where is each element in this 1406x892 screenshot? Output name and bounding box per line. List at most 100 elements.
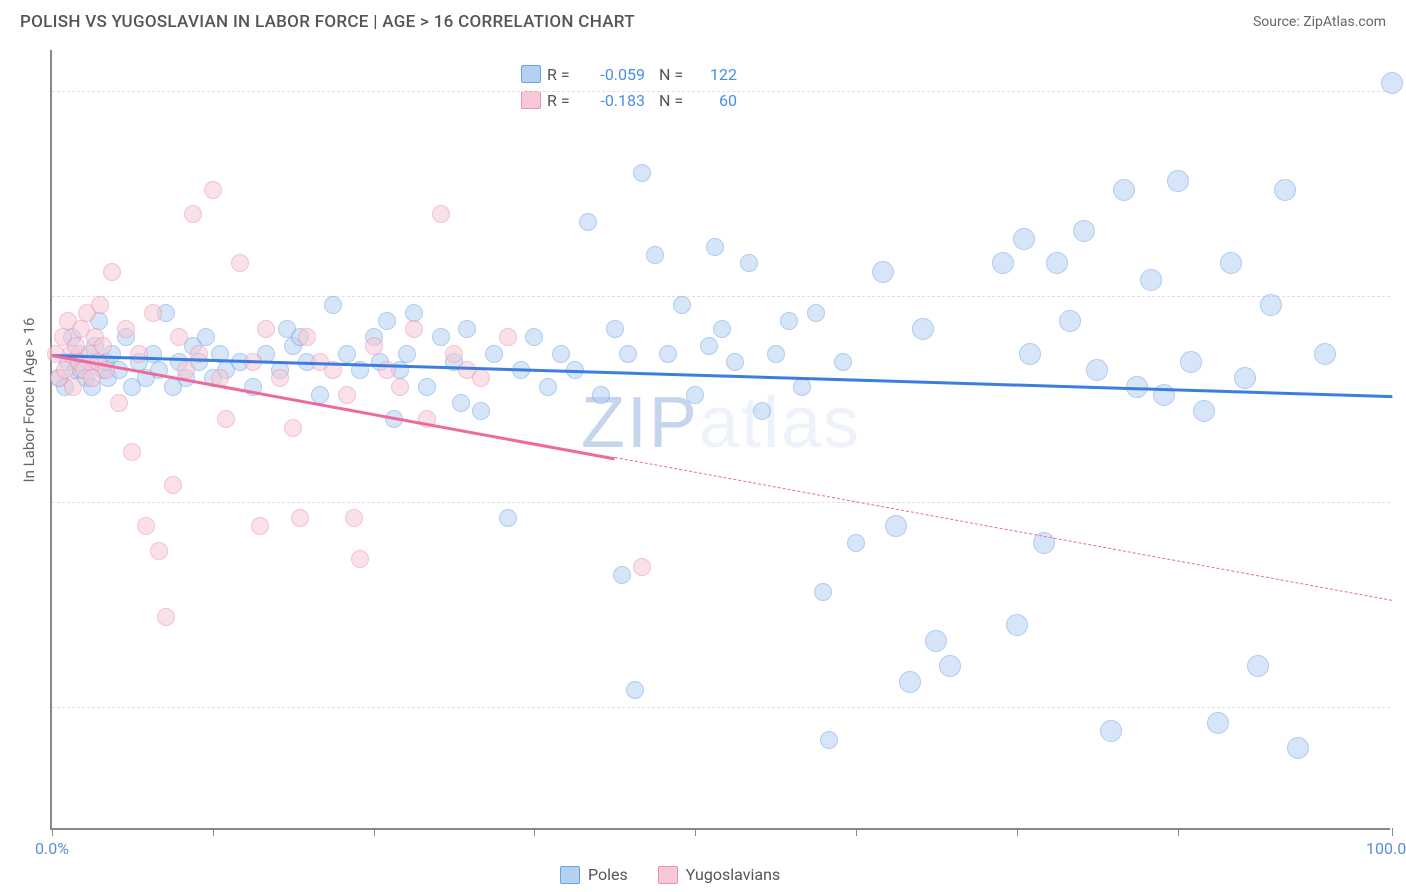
scatter-point [706,238,724,256]
scatter-point [137,517,155,535]
scatter-point [619,345,637,363]
scatter-point [1100,720,1122,742]
scatter-point [338,345,356,363]
scatter-point [231,254,249,272]
scatter-point [1381,72,1403,94]
scatter-point [170,328,188,346]
trend-line-extrapolated [615,457,1392,601]
scatter-point [686,386,704,404]
ytick-label: 25.0% [1400,697,1406,716]
scatter-point [499,328,517,346]
scatter-point [807,304,825,322]
source-label: Source: ZipAtlas.com [1253,14,1386,30]
xtick [1178,828,1179,836]
scatter-point [217,410,235,428]
legend-n-value-poles: 122 [697,65,737,84]
scatter-point [633,558,651,576]
scatter-point [150,542,168,560]
scatter-point [94,337,112,355]
scatter-point [452,394,470,412]
scatter-point [291,509,309,527]
scatter-point [472,369,490,387]
legend-item-yugoslavians: Yugoslavians [658,865,780,884]
scatter-point [445,345,463,363]
scatter-point [405,304,423,322]
scatter-point [925,630,947,652]
legend-r-label: R = [547,91,579,110]
scatter-point [123,443,141,461]
scatter-point [753,402,771,420]
scatter-point [673,296,691,314]
scatter-point [284,419,302,437]
scatter-point [197,328,215,346]
scatter-point [298,328,316,346]
xtick [1392,828,1393,836]
y-axis-label: In Labor Force | Age > 16 [20,318,38,483]
legend-row-poles: R = -0.059 N = 122 [521,61,737,87]
scatter-point [1059,310,1081,332]
scatter-point [1247,655,1269,677]
scatter-point [204,181,222,199]
scatter-point [418,378,436,396]
scatter-point [626,681,644,699]
scatter-point [485,345,503,363]
scatter-point [780,312,798,330]
xtick-label: 0.0% [35,839,69,858]
scatter-point [365,337,383,355]
scatter-point [713,320,731,338]
series-legend: Poles Yugoslavians [560,865,780,884]
scatter-point [1314,343,1336,365]
ytick-label: 50.0% [1400,492,1406,511]
legend-r-value-poles: -0.059 [585,65,645,84]
legend-n-label: N = [659,91,691,110]
legend-n-value-yugoslavians: 60 [697,91,737,110]
scatter-point [579,213,597,231]
scatter-point [432,205,450,223]
scatter-point [646,246,664,264]
scatter-point [1220,252,1242,274]
scatter-point [740,254,758,272]
scatter-point [700,337,718,355]
xtick [374,828,375,836]
swatch-poles-bottom [560,866,580,884]
scatter-point [164,476,182,494]
watermark-suffix: atlas [699,383,861,463]
gridline [52,91,1390,92]
swatch-yugoslavians [521,91,541,109]
gridline [52,707,1390,708]
xtick [534,828,535,836]
scatter-point [525,328,543,346]
scatter-point [130,345,148,363]
scatter-point [1086,359,1108,381]
legend-n-label: N = [659,65,691,84]
scatter-point [814,583,832,601]
scatter-point [1113,179,1135,201]
scatter-point [1287,737,1309,759]
scatter-point [726,353,744,371]
scatter-point [499,509,517,527]
scatter-point [992,252,1014,274]
xtick-label: 100.0% [1366,839,1406,858]
xtick [52,828,53,836]
scatter-point [91,296,109,314]
scatter-point [1019,343,1041,365]
swatch-yugoslavians-bottom [658,866,678,884]
scatter-point [398,345,416,363]
scatter-point [271,369,289,387]
legend-r-value-yugoslavians: -0.183 [585,91,645,110]
scatter-point [552,345,570,363]
scatter-point [64,378,82,396]
gridline [52,502,1390,503]
gridline [52,296,1390,297]
scatter-point [767,345,785,363]
scatter-point [378,312,396,330]
scatter-point [633,164,651,182]
scatter-point [820,731,838,749]
scatter-point [1140,269,1162,291]
scatter-point [157,608,175,626]
scatter-point [324,296,342,314]
header: POLISH VS YUGOSLAVIAN IN LABOR FORCE | A… [0,0,1406,40]
scatter-point [1180,351,1202,373]
scatter-point [1167,170,1189,192]
scatter-point [1207,712,1229,734]
